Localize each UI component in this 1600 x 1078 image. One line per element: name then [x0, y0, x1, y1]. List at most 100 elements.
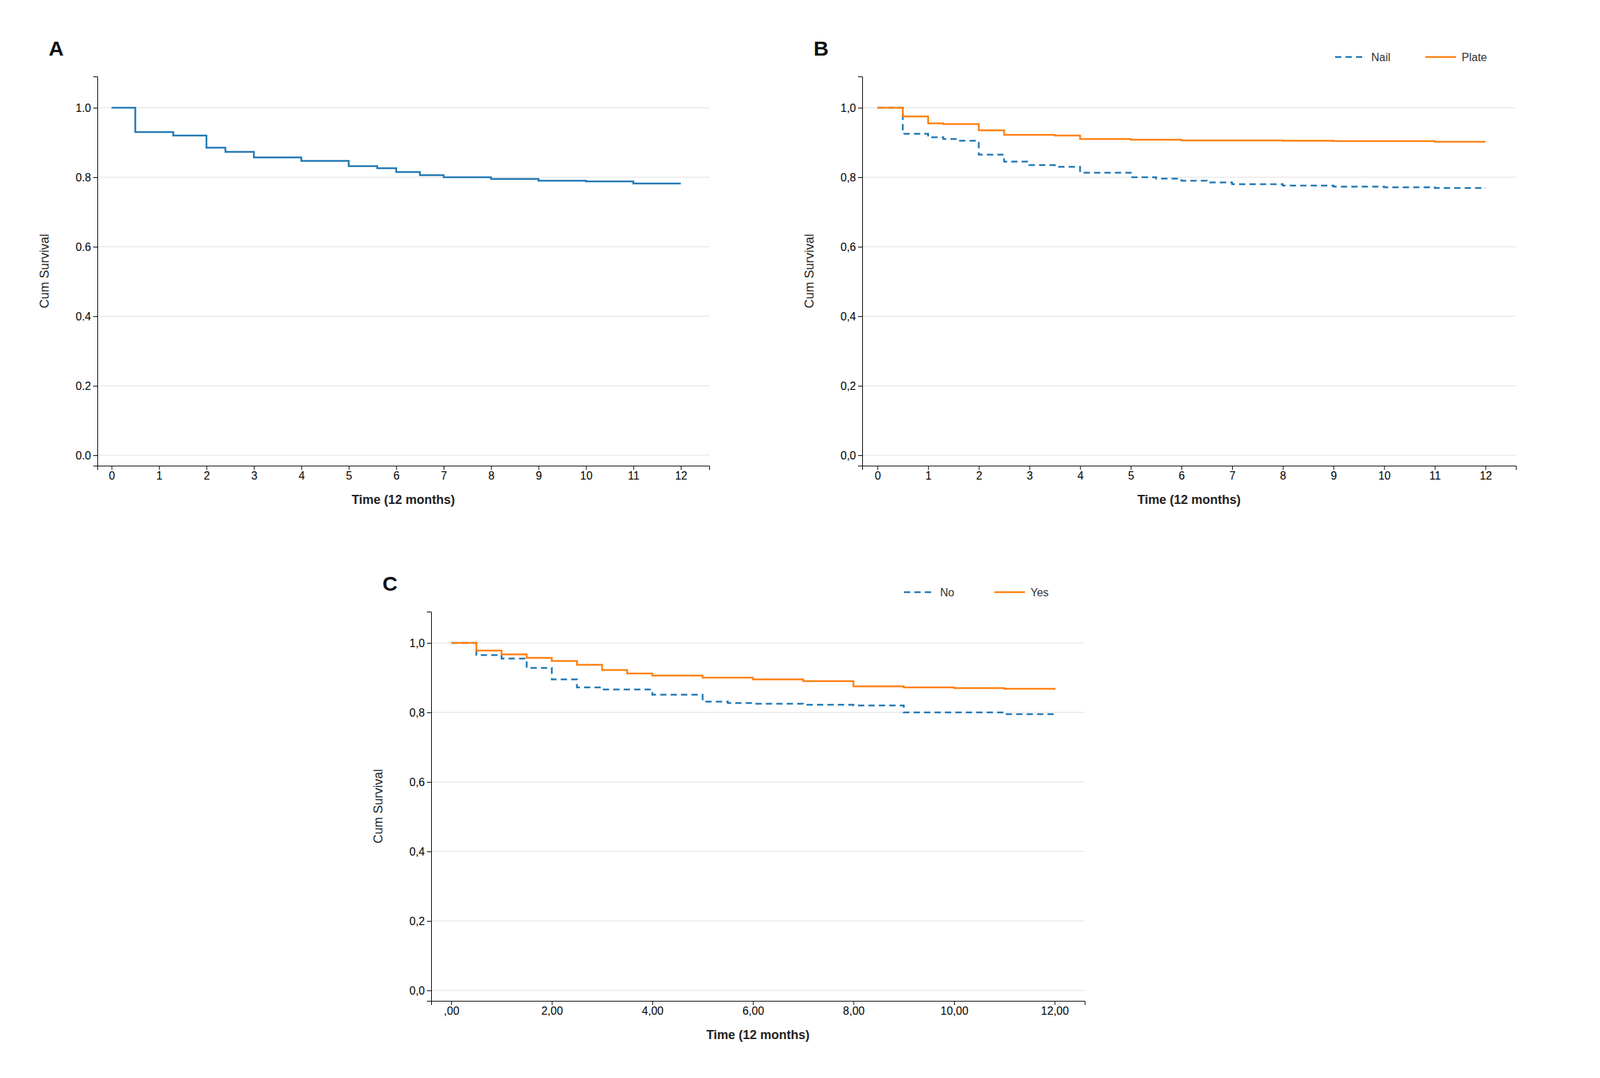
x-tick: 1 [925, 465, 932, 482]
y-tick: 1,0 [840, 102, 863, 115]
y-tick: 0.4 [75, 310, 98, 323]
grid-line [862, 316, 1516, 318]
y-tick-mark [93, 246, 98, 248]
x-tick-label: 5 [346, 470, 353, 482]
x-tick-mark [877, 465, 879, 471]
x-tick-label: 7 [1229, 470, 1236, 482]
x-tick-label: 10 [1378, 470, 1391, 482]
x-tick-mark [1079, 465, 1081, 471]
x-tick-mark [1485, 465, 1486, 471]
x-tick: ,00 [443, 1001, 459, 1018]
x-tick-mark [680, 465, 682, 471]
x-tick: 8,00 [842, 1001, 865, 1018]
y-tick-label: 0,0 [409, 985, 425, 998]
x-tick-label: 12 [675, 470, 688, 482]
y-tick-label: 0,4 [409, 846, 425, 859]
y-tick: 0.0 [75, 449, 98, 462]
x-tick: 3 [1027, 465, 1034, 482]
legend-label: Yes [1030, 586, 1049, 599]
legend-swatch [903, 591, 935, 594]
legend: NailPlate [1335, 51, 1488, 64]
x-axis: ,002,004,006,008,0010,0012,00 [431, 1001, 1086, 1018]
x-tick-label: 6 [1178, 470, 1185, 482]
survival-line [451, 643, 1055, 716]
y-tick-mark [426, 712, 432, 714]
legend-swatch [1335, 56, 1366, 59]
y-tick: 0,2 [409, 915, 432, 928]
x-tick: 12 [1479, 465, 1493, 482]
x-tick-mark [1054, 1001, 1056, 1006]
y-tick-mark [93, 107, 98, 109]
x-tick: 6 [1178, 465, 1185, 482]
x-tick: 2 [203, 465, 210, 482]
grid-line [862, 455, 1516, 457]
x-tick-label: 2 [976, 470, 983, 482]
x-tick-label: 6 [393, 470, 400, 482]
y-tick-mark [858, 177, 863, 179]
x-tick-label: 8 [488, 470, 495, 482]
x-tick-mark [396, 465, 398, 471]
x-tick: 7 [1229, 465, 1236, 482]
x-axis-title: Time (12 months) [706, 1028, 811, 1043]
y-tick-mark [426, 990, 432, 992]
y-tick-label: 0.2 [75, 380, 92, 393]
y-tick-label: 0.8 [75, 171, 92, 184]
x-axis-line [862, 466, 1517, 471]
x-tick-mark [633, 465, 635, 471]
y-tick-mark [858, 107, 863, 109]
legend-entry: Nail [1335, 51, 1391, 64]
y-tick: 1.0 [75, 102, 98, 115]
grid-line [862, 177, 1516, 179]
y-tick: 0.8 [75, 171, 98, 184]
y-tick-mark [93, 316, 98, 318]
y-tick-label: 0,8 [840, 171, 856, 184]
x-tick: 12,00 [1040, 1001, 1069, 1018]
x-tick-label: 11 [627, 470, 640, 482]
x-tick-mark [928, 465, 929, 471]
lines [451, 643, 1055, 716]
y-axis: 0.00.20.40.60.81.0 [75, 77, 99, 467]
x-tick-label: 2,00 [540, 1005, 563, 1018]
x-tick-label: 10 [579, 470, 593, 482]
x-tick: 4,00 [641, 1001, 664, 1018]
grid-line [97, 385, 710, 387]
y-axis: 0,00,20,40,60,81,0 [409, 612, 432, 1002]
y-tick-mark [426, 851, 432, 853]
y-tick-label: 0.4 [75, 310, 92, 323]
grid [431, 643, 1085, 991]
x-tick: 8 [488, 465, 495, 482]
panel: 01234567891011120,00,20,40,60,81,0Time (… [802, 36, 1517, 507]
x-tick-label: 4 [298, 470, 305, 482]
survival-line [451, 643, 1055, 691]
y-tick: 0,0 [840, 449, 863, 462]
survival-line [111, 107, 681, 184]
y-tick-mark [858, 246, 863, 248]
legend-entry: No [903, 586, 955, 599]
x-axis-line [98, 466, 710, 471]
x-tick: 0 [874, 465, 882, 482]
panel-label: B [813, 36, 829, 60]
survival-line [877, 107, 1486, 142]
x-tick-mark [552, 1001, 553, 1006]
y-axis-line [426, 612, 432, 1002]
y-tick-label: 0,6 [840, 241, 856, 254]
x-tick-label: 2 [203, 470, 210, 482]
x-tick: 0 [109, 465, 116, 482]
x-tick: 10 [1378, 465, 1391, 482]
legend-entry: Yes [994, 586, 1049, 599]
y-tick-mark [858, 455, 863, 457]
x-tick-label: 9 [535, 470, 542, 482]
x-tick-mark [979, 465, 980, 471]
x-tick-mark [1384, 465, 1386, 471]
x-tick-mark [159, 465, 160, 471]
x-tick: 5 [1127, 465, 1135, 482]
y-axis-title: Cum Survival [371, 769, 386, 844]
x-tick-label: 9 [1330, 470, 1338, 482]
x-tick: 6 [393, 465, 400, 482]
panel: 01234567891011120.00.20.40.60.81.0Time (… [37, 36, 710, 507]
lines [877, 107, 1486, 189]
y-tick-label: 0,2 [409, 915, 425, 928]
x-tick-mark [853, 1001, 854, 1006]
y-tick-mark [426, 921, 432, 923]
grid-line [431, 643, 1085, 644]
